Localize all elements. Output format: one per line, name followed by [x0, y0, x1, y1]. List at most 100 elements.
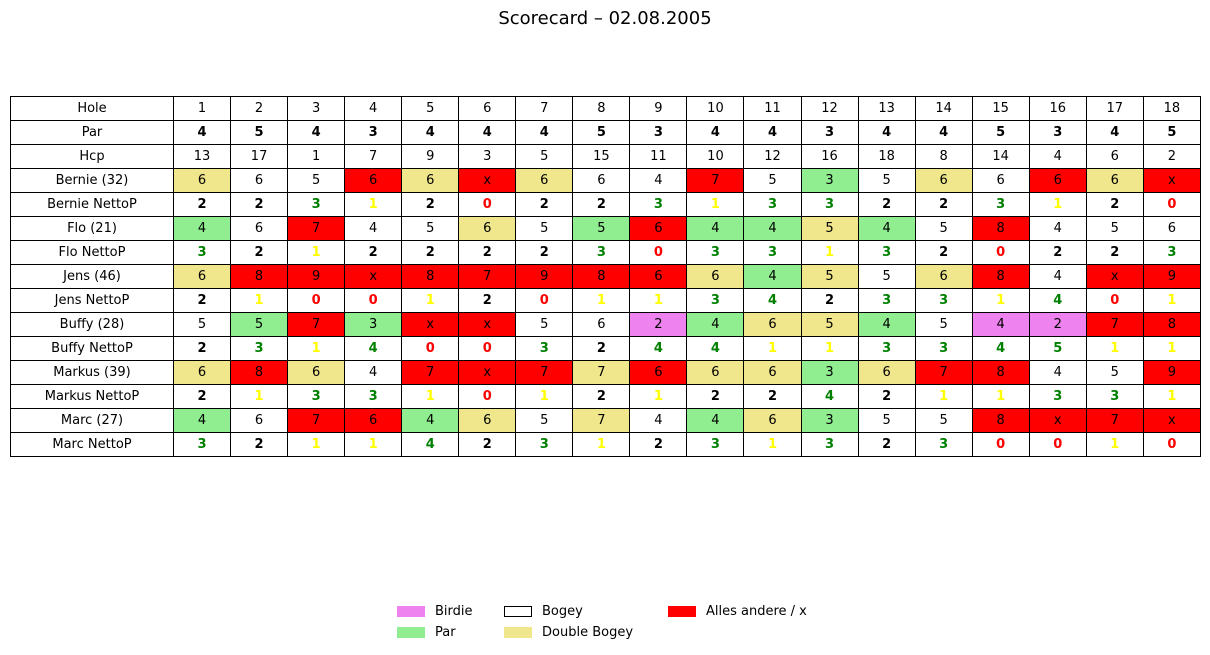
score-cell: 9	[287, 264, 346, 289]
score-cell: 5	[515, 216, 574, 241]
score-cell: 4	[686, 312, 745, 337]
par-label: Par	[10, 120, 174, 145]
chart-title: Scorecard – 02.08.2005	[498, 8, 712, 29]
netto-cell: 3	[629, 192, 688, 217]
score-cell: 9	[1142, 264, 1202, 289]
legend-swatch	[668, 606, 696, 617]
netto-cell: 0	[401, 336, 460, 361]
player-score-row: Markus (39) 6 8 6 4 7 x 7 7 6 6 6 3 6 7 8 4 5 9	[10, 360, 1202, 385]
netto-cell: 1	[572, 288, 631, 313]
hole-number-cell: 12	[800, 96, 859, 121]
score-cell: 6	[172, 264, 232, 289]
score-cell: 7	[401, 360, 460, 385]
legend-label: Birdie	[435, 604, 473, 619]
hole-number-cell: 16	[1028, 96, 1087, 121]
netto-cell: 2	[800, 288, 859, 313]
score-cell: x	[458, 168, 517, 193]
score-cell: 3	[800, 168, 859, 193]
netto-cell: 3	[230, 336, 289, 361]
score-cell: 5	[743, 168, 802, 193]
score-cell: 4	[629, 408, 688, 433]
score-cell: 5	[287, 168, 346, 193]
score-cell: 6	[230, 216, 289, 241]
score-cell: 5	[1085, 216, 1144, 241]
hcp-cell: 14	[971, 144, 1030, 169]
netto-cell: 3	[857, 336, 916, 361]
hole-number-cell: 1	[172, 96, 232, 121]
score-cell: 6	[1085, 168, 1144, 193]
netto-cell: 0	[1028, 432, 1087, 457]
legend-swatch	[504, 606, 532, 617]
hole-number-cell: 14	[914, 96, 973, 121]
player-name: Flo (21)	[10, 216, 174, 241]
score-cell: 6	[743, 408, 802, 433]
netto-cell: 2	[743, 384, 802, 409]
score-cell: 8	[230, 264, 289, 289]
score-cell: 4	[172, 408, 232, 433]
netto-cell: 2	[515, 192, 574, 217]
netto-cell: 2	[401, 240, 460, 265]
score-cell: 4	[686, 408, 745, 433]
player-name: Markus (39)	[10, 360, 174, 385]
score-cell: 7	[287, 312, 346, 337]
netto-cell: 2	[230, 240, 289, 265]
netto-cell: 3	[914, 432, 973, 457]
score-cell: x	[1142, 168, 1202, 193]
score-cell: 5	[515, 408, 574, 433]
netto-cell: 1	[914, 384, 973, 409]
score-cell: 9	[1142, 360, 1202, 385]
par-cell: 4	[515, 120, 574, 145]
score-cell: x	[458, 312, 517, 337]
score-cell: 8	[971, 264, 1030, 289]
netto-cell: 2	[686, 384, 745, 409]
player-netto-row: Jens NettoP 2 1 0 0 1 2 0 1 1 3 4 2 3 3 1 4 0 1	[10, 288, 1202, 313]
legend-swatch	[397, 627, 425, 638]
score-cell: 7	[515, 360, 574, 385]
score-cell: 5	[857, 168, 916, 193]
score-cell: 6	[914, 168, 973, 193]
netto-cell: 1	[686, 192, 745, 217]
netto-cell: 4	[629, 336, 688, 361]
netto-cell: 3	[743, 240, 802, 265]
score-cell: 9	[515, 264, 574, 289]
netto-cell: 3	[857, 288, 916, 313]
score-cell: 2	[1028, 312, 1087, 337]
par-cell: 4	[686, 120, 745, 145]
hcp-row: Hcp 13 17 1 7 9 3 5 15 11 10 12 16 18 8 14 4 6 2	[10, 144, 1202, 169]
score-cell: 5	[515, 312, 574, 337]
hcp-cell: 18	[857, 144, 916, 169]
score-cell: 6	[1142, 216, 1202, 241]
netto-cell: 3	[914, 288, 973, 313]
score-cell: x	[458, 360, 517, 385]
hcp-cell: 6	[1085, 144, 1144, 169]
score-cell: 5	[800, 264, 859, 289]
score-cell: 3	[344, 312, 403, 337]
score-cell: 8	[572, 264, 631, 289]
score-cell: 4	[344, 216, 403, 241]
netto-cell: 3	[800, 192, 859, 217]
player-netto-label: Buffy NettoP	[10, 336, 174, 361]
player-netto-row: Bernie NettoP 2 2 3 1 2 0 2 2 3 1 3 3 2 2 3 1 2 0	[10, 192, 1202, 217]
score-cell: 8	[1142, 312, 1202, 337]
score-cell: 6	[743, 360, 802, 385]
netto-cell: 3	[1085, 384, 1144, 409]
score-cell: 6	[344, 168, 403, 193]
netto-cell: 1	[230, 288, 289, 313]
score-cell: 8	[971, 408, 1030, 433]
par-cell: 4	[401, 120, 460, 145]
scorecard-table: Hole 1 2 3 4 5 6 7 8 9 10 11 12 13 14 15 16 17 18 Par 4 5 4 3 4 4…	[10, 96, 1202, 457]
netto-cell: 1	[971, 384, 1030, 409]
hole-label: Hole	[10, 96, 174, 121]
netto-cell: 0	[458, 336, 517, 361]
hcp-cell: 17	[230, 144, 289, 169]
netto-cell: 3	[572, 240, 631, 265]
legend-label: Bogey	[542, 604, 583, 619]
score-cell: 7	[914, 360, 973, 385]
player-name: Buffy (28)	[10, 312, 174, 337]
score-cell: 5	[857, 408, 916, 433]
hole-number-cell: 4	[344, 96, 403, 121]
netto-cell: 2	[572, 192, 631, 217]
netto-cell: 3	[686, 288, 745, 313]
netto-cell: 1	[629, 288, 688, 313]
netto-cell: 2	[401, 192, 460, 217]
